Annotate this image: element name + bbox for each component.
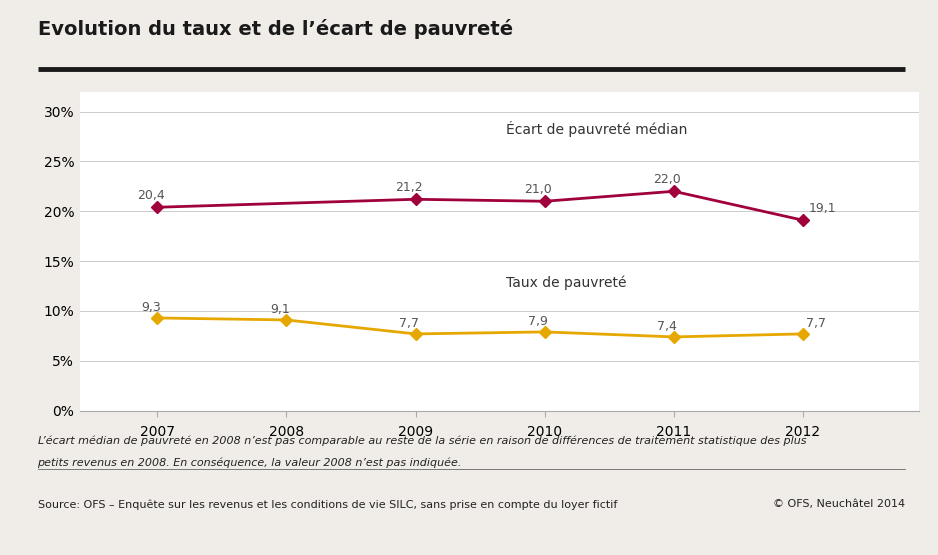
- Text: 21,2: 21,2: [395, 181, 423, 194]
- Text: 22,0: 22,0: [654, 173, 681, 186]
- Text: L’écart médian de pauvreté en 2008 n’est pas comparable au reste de la série en : L’écart médian de pauvreté en 2008 n’est…: [38, 436, 806, 446]
- Text: 7,7: 7,7: [399, 317, 419, 330]
- Text: Taux de pauvreté: Taux de pauvreté: [506, 276, 627, 290]
- Text: Evolution du taux et de l’écart de pauvreté: Evolution du taux et de l’écart de pauvr…: [38, 19, 513, 39]
- Text: 7,9: 7,9: [528, 315, 548, 329]
- Text: 9,1: 9,1: [270, 304, 290, 316]
- Text: 7,4: 7,4: [658, 320, 677, 334]
- Text: 19,1: 19,1: [809, 201, 836, 215]
- Text: 21,0: 21,0: [524, 183, 552, 196]
- Text: petits revenus en 2008. En conséquence, la valeur 2008 n’est pas indiquée.: petits revenus en 2008. En conséquence, …: [38, 458, 461, 468]
- Text: © OFS, Neuchâtel 2014: © OFS, Neuchâtel 2014: [773, 500, 905, 509]
- Text: Écart de pauvreté médian: Écart de pauvreté médian: [506, 122, 688, 138]
- Text: 20,4: 20,4: [137, 189, 165, 202]
- Text: Source: OFS – Enquête sur les revenus et les conditions de vie SILC, sans prise : Source: OFS – Enquête sur les revenus et…: [38, 500, 617, 510]
- Text: 9,3: 9,3: [141, 301, 160, 315]
- Text: 7,7: 7,7: [806, 317, 826, 330]
